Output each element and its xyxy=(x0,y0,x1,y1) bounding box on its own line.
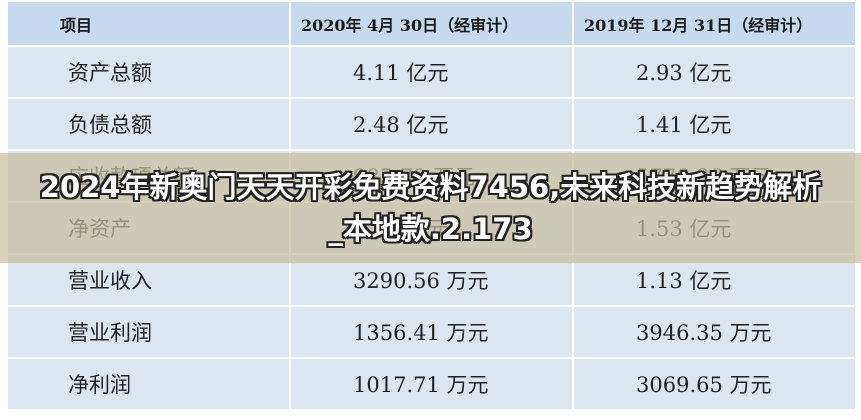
table-cell: 3069.65 万元 xyxy=(572,357,857,411)
table-cell: 营业利润 xyxy=(6,305,291,359)
table-cell: 1.41 亿元 xyxy=(572,97,857,151)
header-cell: 项目 xyxy=(6,0,291,47)
table-row: 负债总额 2.48 亿元 1.41 亿元 xyxy=(6,97,857,151)
table-cell: 2.93 亿元 xyxy=(572,45,857,99)
header-cell: 2020年 4月 30日（经审计） xyxy=(289,0,574,47)
table-cell: 2.48 亿元 xyxy=(289,97,574,151)
table-cell: 资产总额 xyxy=(6,45,291,99)
table-cell: 1356.41 万元 xyxy=(289,305,574,359)
table-row: 资产总额 4.11 亿元 2.93 亿元 xyxy=(6,45,857,99)
table-cell: 1017.71 万元 xyxy=(289,357,574,411)
table-cell: 负债总额 xyxy=(6,97,291,151)
table-cell: 4.11 亿元 xyxy=(289,45,574,99)
overlay-banner: 2024年新奥门天天开彩免费资料7456,未来科技新趋势解析_本地款.2.173 xyxy=(0,153,861,263)
table-cell: 净利润 xyxy=(6,357,291,411)
table-row: 净利润 1017.71 万元 3069.65 万元 xyxy=(6,357,857,411)
header-cell: 2019年 12月 31日（经审计） xyxy=(572,0,857,47)
table-row: 营业利润 1356.41 万元 3946.35 万元 xyxy=(6,305,857,359)
banner-text: 2024年新奥门天天开彩免费资料7456,未来科技新趋势解析_本地款.2.173 xyxy=(39,170,822,246)
table-cell: 3946.35 万元 xyxy=(572,305,857,359)
header-row: 项目 2020年 4月 30日（经审计） 2019年 12月 31日（经审计） xyxy=(6,0,857,47)
